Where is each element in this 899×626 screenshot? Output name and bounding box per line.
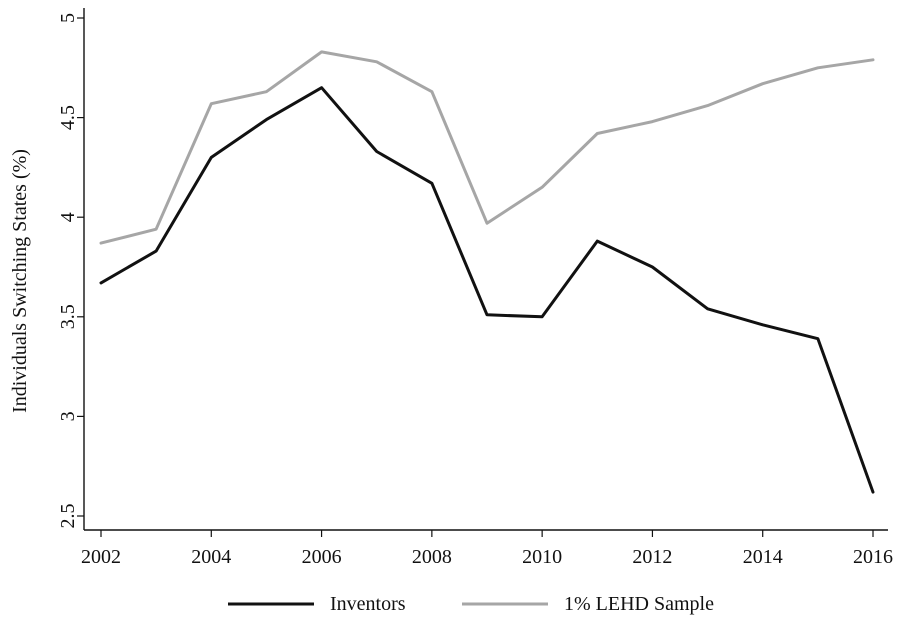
x-tick-label: 2016 — [853, 546, 893, 568]
legend-label-inventors: Inventors — [330, 593, 406, 615]
y-tick-label: 5 — [57, 13, 79, 23]
x-tick-label: 2002 — [81, 546, 121, 568]
series-line-1-lehd-sample — [99, 50, 875, 245]
x-tick-label: 2014 — [743, 546, 783, 568]
y-axis-label: Individuals Switching States (%) — [9, 149, 31, 413]
y-ticks: 2.5 3 3.5 4 4.5 5 — [57, 13, 84, 529]
legend: Inventors 1% LEHD Sample — [228, 593, 714, 615]
y-tick-label: 4 — [57, 212, 79, 222]
legend-label-1-lehd-sample: 1% LEHD Sample — [564, 593, 714, 615]
x-tick-label: 2010 — [522, 546, 562, 568]
x-tick-label: 2004 — [191, 546, 231, 568]
series-lines — [99, 50, 875, 494]
x-tick-label: 2008 — [412, 546, 452, 568]
series-line-inventors — [99, 86, 875, 494]
x-tick-label: 2012 — [632, 546, 672, 568]
x-tick-label: 2006 — [302, 546, 342, 568]
y-tick-label: 3.5 — [57, 304, 79, 329]
axes — [83, 8, 888, 531]
y-tick-label: 2.5 — [57, 504, 79, 529]
y-tick-label: 4.5 — [57, 105, 79, 130]
y-tick-label: 3 — [57, 411, 79, 421]
x-ticks: 2002 2004 2006 2008 2010 2012 2014 2016 — [81, 530, 893, 568]
